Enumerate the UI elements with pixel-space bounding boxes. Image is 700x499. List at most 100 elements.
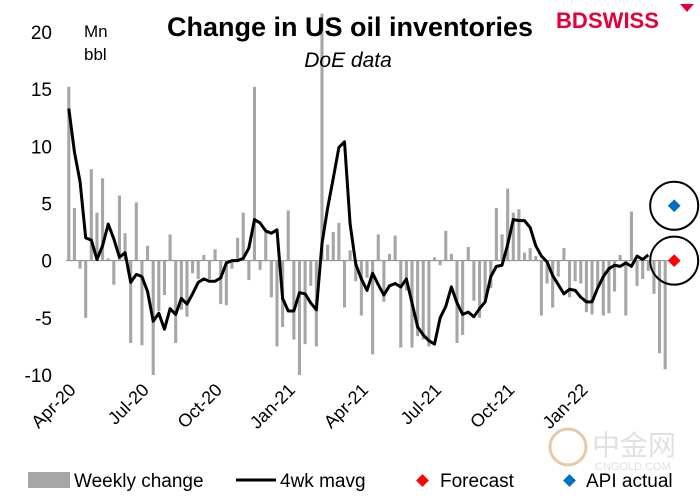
mavg-line-group bbox=[67, 108, 650, 346]
bar-weekly-change bbox=[219, 260, 223, 305]
x-tick-label: Oct-21 bbox=[466, 380, 518, 432]
bar-weekly-change bbox=[174, 260, 178, 343]
bar-weekly-change bbox=[303, 260, 307, 345]
bar-weekly-change bbox=[511, 212, 515, 261]
chart-title: Change in US oil inventories bbox=[167, 12, 533, 42]
unit-label-top: Mn bbox=[84, 22, 108, 41]
line-4wk-mavg bbox=[67, 108, 650, 346]
bar-weekly-change bbox=[652, 260, 656, 294]
bar-weekly-change bbox=[196, 260, 200, 279]
bar-weekly-change bbox=[461, 260, 465, 335]
points-group bbox=[649, 180, 700, 286]
x-tick-label: Jan-22 bbox=[539, 380, 592, 433]
bar-weekly-change bbox=[618, 254, 622, 261]
bar-weekly-change bbox=[421, 260, 425, 340]
circle-annotation-api-actual bbox=[649, 180, 700, 231]
x-tick-label: Apr-20 bbox=[27, 380, 79, 432]
bar-weekly-change bbox=[590, 260, 594, 315]
bar-weekly-change bbox=[112, 260, 116, 285]
bar-weekly-change bbox=[483, 260, 487, 300]
bar-weekly-change bbox=[613, 260, 617, 292]
bar-weekly-change bbox=[579, 260, 583, 284]
bar-weekly-change bbox=[354, 260, 358, 282]
watermark-subtext: CNGOLD.COM bbox=[595, 461, 671, 473]
bar-weekly-change bbox=[67, 86, 71, 261]
bar-weekly-change bbox=[348, 250, 352, 261]
y-axis: 20 15 10 5 0 -5 -10 bbox=[25, 23, 52, 387]
legend-label-mavg: 4wk mavg bbox=[280, 471, 366, 492]
bar-weekly-change bbox=[309, 260, 313, 286]
bar-weekly-change bbox=[635, 260, 639, 286]
bar-weekly-change bbox=[641, 260, 645, 279]
legend-label-weekly-change: Weekly change bbox=[74, 471, 204, 492]
y-tick-label: 0 bbox=[41, 252, 52, 273]
bar-weekly-change bbox=[444, 230, 448, 261]
bar-weekly-change bbox=[269, 260, 273, 298]
bar-weekly-change bbox=[449, 253, 453, 261]
bar-weekly-change bbox=[168, 234, 172, 261]
bar-weekly-change bbox=[629, 211, 633, 261]
bar-weekly-change bbox=[146, 245, 150, 261]
legend-swatch-forecast bbox=[416, 474, 429, 487]
bar-weekly-change bbox=[286, 210, 290, 261]
legend-swatch-weekly-change bbox=[28, 472, 70, 488]
x-tick-label: Apr-21 bbox=[320, 380, 372, 432]
bar-weekly-change bbox=[404, 260, 408, 291]
brand-logo: BD SWISS bbox=[556, 4, 694, 33]
chart-subtitle: DoE data bbox=[304, 49, 392, 72]
watermark: 中金网 CNGOLD.COM bbox=[548, 427, 676, 473]
bar-weekly-change bbox=[84, 260, 88, 318]
y-tick-label: 15 bbox=[31, 80, 52, 101]
bar-weekly-change bbox=[72, 208, 76, 261]
x-tick-label: Jan-21 bbox=[246, 380, 299, 433]
bar-weekly-change bbox=[427, 260, 431, 347]
bar-weekly-change bbox=[584, 260, 588, 313]
bar-weekly-change bbox=[117, 195, 121, 261]
bar-weekly-change bbox=[292, 260, 296, 340]
bar-weekly-change bbox=[365, 260, 369, 278]
bar-weekly-change bbox=[601, 260, 605, 316]
bar-weekly-change bbox=[185, 260, 189, 317]
bar-weekly-change bbox=[179, 260, 183, 310]
bar-weekly-change bbox=[517, 209, 521, 261]
brand-triangle-icon bbox=[680, 4, 694, 12]
bar-weekly-change bbox=[230, 260, 234, 269]
x-tick-label: Oct-20 bbox=[174, 380, 226, 432]
bar-weekly-change bbox=[252, 86, 257, 261]
bar-weekly-change bbox=[157, 260, 161, 311]
bar-weekly-change bbox=[528, 248, 532, 261]
bar-weekly-change bbox=[342, 260, 347, 308]
bar-weekly-change bbox=[382, 260, 386, 302]
bar-weekly-change bbox=[207, 260, 212, 279]
legend-swatch-api-actual bbox=[563, 474, 576, 487]
bar-weekly-change bbox=[213, 249, 217, 261]
watermark-text: 中金网 bbox=[592, 430, 676, 461]
bar-weekly-change bbox=[562, 248, 566, 261]
bar-weekly-change bbox=[123, 233, 127, 261]
bar-weekly-change bbox=[376, 234, 380, 261]
bar-weekly-change bbox=[258, 260, 262, 270]
bar-weekly-change bbox=[191, 260, 195, 274]
bar-weekly-change bbox=[101, 178, 105, 261]
bar-weekly-change bbox=[95, 212, 99, 261]
legend: Weekly change 4wk mavg Forecast API actu… bbox=[28, 471, 673, 492]
x-tick-label: Jul-21 bbox=[397, 380, 446, 429]
bar-weekly-change bbox=[522, 252, 527, 261]
bar-weekly-change bbox=[500, 234, 504, 261]
bar-weekly-change bbox=[545, 260, 549, 284]
bar-weekly-change bbox=[663, 260, 667, 370]
bar-weekly-change bbox=[331, 232, 335, 261]
legend-label-forecast: Forecast bbox=[440, 471, 515, 492]
bar-weekly-change bbox=[472, 260, 476, 301]
bar-weekly-change bbox=[140, 260, 144, 346]
bar-weekly-change bbox=[297, 260, 302, 375]
bar-weekly-change bbox=[393, 235, 397, 261]
bar-weekly-change bbox=[551, 260, 555, 308]
bar-weekly-change bbox=[534, 256, 538, 261]
y-tick-label: 5 bbox=[41, 195, 52, 216]
y-tick-label: 20 bbox=[31, 23, 52, 44]
bar-weekly-change bbox=[539, 260, 543, 316]
watermark-logo-icon bbox=[548, 427, 588, 467]
